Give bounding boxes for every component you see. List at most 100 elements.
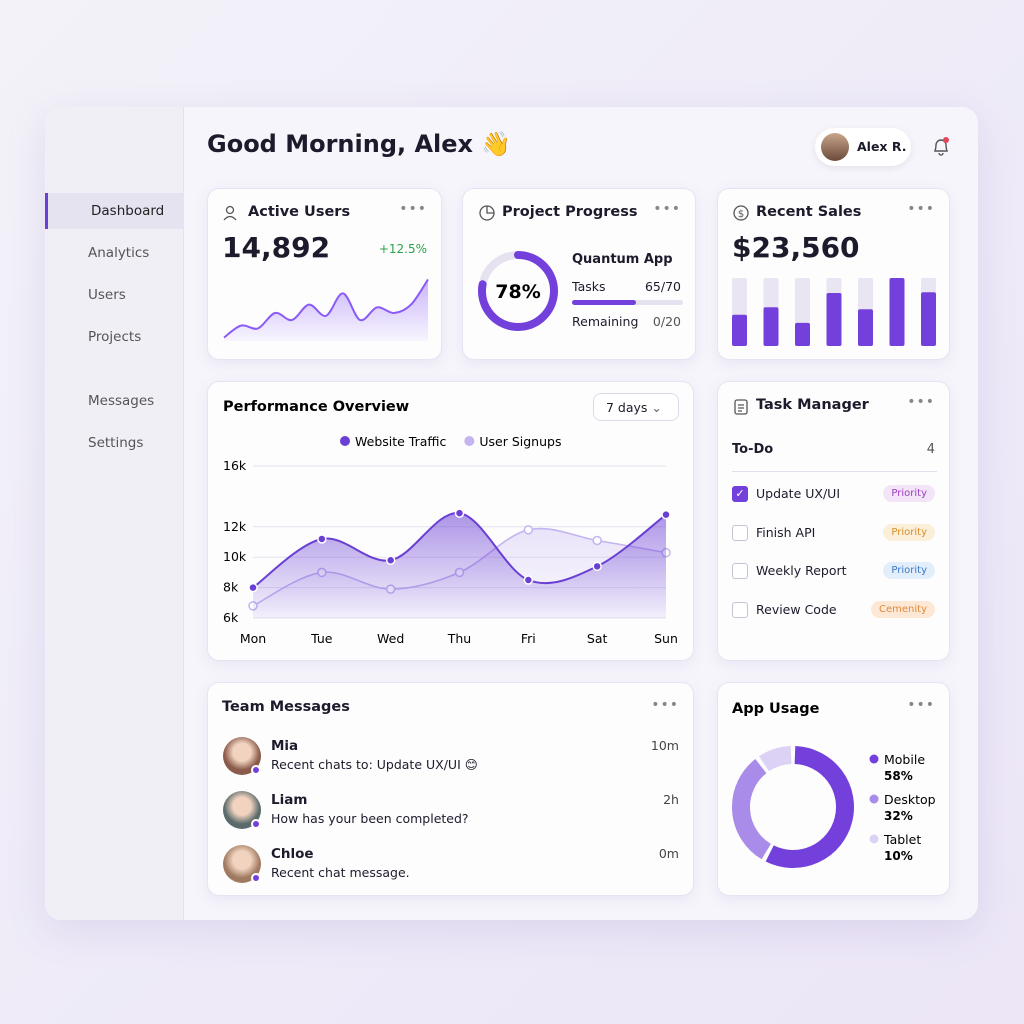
project-name: Quantum App (572, 252, 673, 267)
x-tick-label: Mon (240, 631, 266, 646)
y-tick-label: 8k (223, 580, 239, 595)
x-tick-label: Tue (310, 631, 333, 646)
bell (934, 139, 948, 156)
x-tick-label: Fri (521, 631, 536, 646)
task-label: Review Code (756, 601, 837, 617)
menu[interactable]: ••• (399, 201, 427, 217)
nav-item[interactable]: Users (88, 287, 126, 303)
legend-value: 58% (884, 769, 913, 783)
data-point (661, 509, 671, 520)
checkbox[interactable] (732, 601, 748, 618)
data-point (523, 575, 534, 585)
series-area (253, 512, 666, 618)
message-time: 10m (650, 738, 679, 753)
task-label: Weekly Report (756, 563, 847, 578)
task-count: 4 (926, 442, 935, 457)
checkbox[interactable] (732, 563, 748, 579)
team-messages-card: Team Messages ••• Mia Recent chats to: Up… (207, 682, 694, 896)
app-usage-chart: App Usage Mobile 58% Desktop 32% Tablet 10% (732, 701, 936, 868)
data-point (592, 561, 602, 572)
nav-item[interactable]: Settings (88, 435, 144, 451)
data-point (317, 534, 327, 544)
project-progress-card: Project Progress ••• Quantum App Tasks 6… (462, 188, 696, 360)
status-dot (251, 819, 261, 829)
donut-segment (759, 746, 792, 772)
nav-item[interactable]: Projects (88, 329, 142, 345)
menu[interactable]: ••• (907, 201, 935, 217)
bar (921, 292, 936, 346)
bar (732, 314, 747, 346)
task-tag: Priority (883, 485, 935, 502)
ring-label: 78% (495, 281, 540, 303)
nav-item[interactable]: Messages (88, 393, 155, 409)
legend-label: Desktop (884, 792, 936, 807)
user-name: Alex R. (857, 139, 907, 154)
y-tick-label: 16k (223, 458, 247, 473)
tasks-value: 65/70 (644, 279, 681, 294)
avatar (821, 133, 849, 161)
chart-title: Performance Overview (223, 399, 409, 415)
data-point (248, 582, 258, 593)
card-title: Active Users (248, 204, 351, 220)
sidebar (45, 107, 184, 920)
message-time: 0m (658, 846, 679, 861)
task-tag: Cemenity (871, 600, 935, 618)
bell-icon[interactable] (930, 136, 952, 158)
message-text: Recent chat message. (271, 865, 410, 880)
bar (858, 309, 873, 346)
app-usage-card: ••• App Usage Mobile 58% Desktop 32% Tablet 10… (717, 682, 950, 896)
task-tag: Priority (883, 523, 935, 541)
data-point (454, 508, 465, 518)
card-title: Task Manager (756, 397, 869, 413)
x-tick-label: Thu (447, 631, 471, 646)
chart-title: App Usage (732, 701, 820, 717)
sparkline-line (223, 278, 429, 339)
nav-item[interactable]: Analytics (88, 245, 150, 261)
legend-marker (869, 754, 879, 764)
nav-item[interactable]: Dashboard (45, 193, 184, 229)
checkbox[interactable]: ✓ (732, 486, 748, 502)
sparkline-area (224, 279, 428, 341)
progress-track (572, 300, 683, 305)
card-title: Recent Sales (756, 204, 862, 220)
range-selector[interactable]: 7 days ⌄ (593, 393, 679, 421)
card-title: Project Progress (502, 204, 638, 220)
menu[interactable]: ••• (653, 201, 681, 217)
menu[interactable]: ••• (907, 697, 935, 713)
badge (943, 137, 949, 143)
pie-icon (479, 205, 495, 221)
legend-marker (869, 834, 879, 844)
task-label: Finish API (756, 524, 816, 540)
sender-name: Chloe (271, 846, 314, 862)
user-chip[interactable]: Alex R. (815, 128, 911, 166)
dollar-icon: $ (733, 205, 749, 221)
menu[interactable]: ••• (651, 697, 679, 713)
clipboard-icon (734, 399, 748, 415)
y-tick-label: 12k (223, 519, 247, 534)
x-tick-label: Sat (587, 631, 608, 646)
y-tick-label: 6k (223, 610, 239, 625)
checkbox[interactable] (732, 524, 748, 541)
tasks-label: Tasks (572, 279, 606, 294)
change: +12.5% (378, 242, 427, 256)
progress-ring: 78% (478, 251, 558, 331)
x-tick-label: Sun (654, 631, 678, 646)
ring-value (478, 251, 558, 331)
legend-value: 10% (884, 849, 913, 863)
users-icon (223, 205, 237, 221)
status-dot (251, 873, 261, 883)
performance-card: 7 days ⌄ Performance Overview 6k 8k 10k 12k 1… (207, 381, 694, 661)
menu[interactable]: ••• (907, 394, 935, 410)
bar (889, 278, 905, 346)
divider (732, 471, 937, 472)
sales-bars (732, 278, 936, 346)
data-point (385, 555, 396, 565)
legend-label: Website Traffic (355, 434, 446, 449)
sparkline (223, 278, 429, 341)
x-tick-label: Wed (377, 631, 404, 646)
list-name: To-Do (732, 442, 774, 457)
range-text: 7 days (606, 400, 648, 415)
performance-chart: Performance Overview 6k 8k 10k 12k 16k Mon Tue W… (223, 399, 678, 646)
legend-label: Mobile (884, 752, 925, 767)
